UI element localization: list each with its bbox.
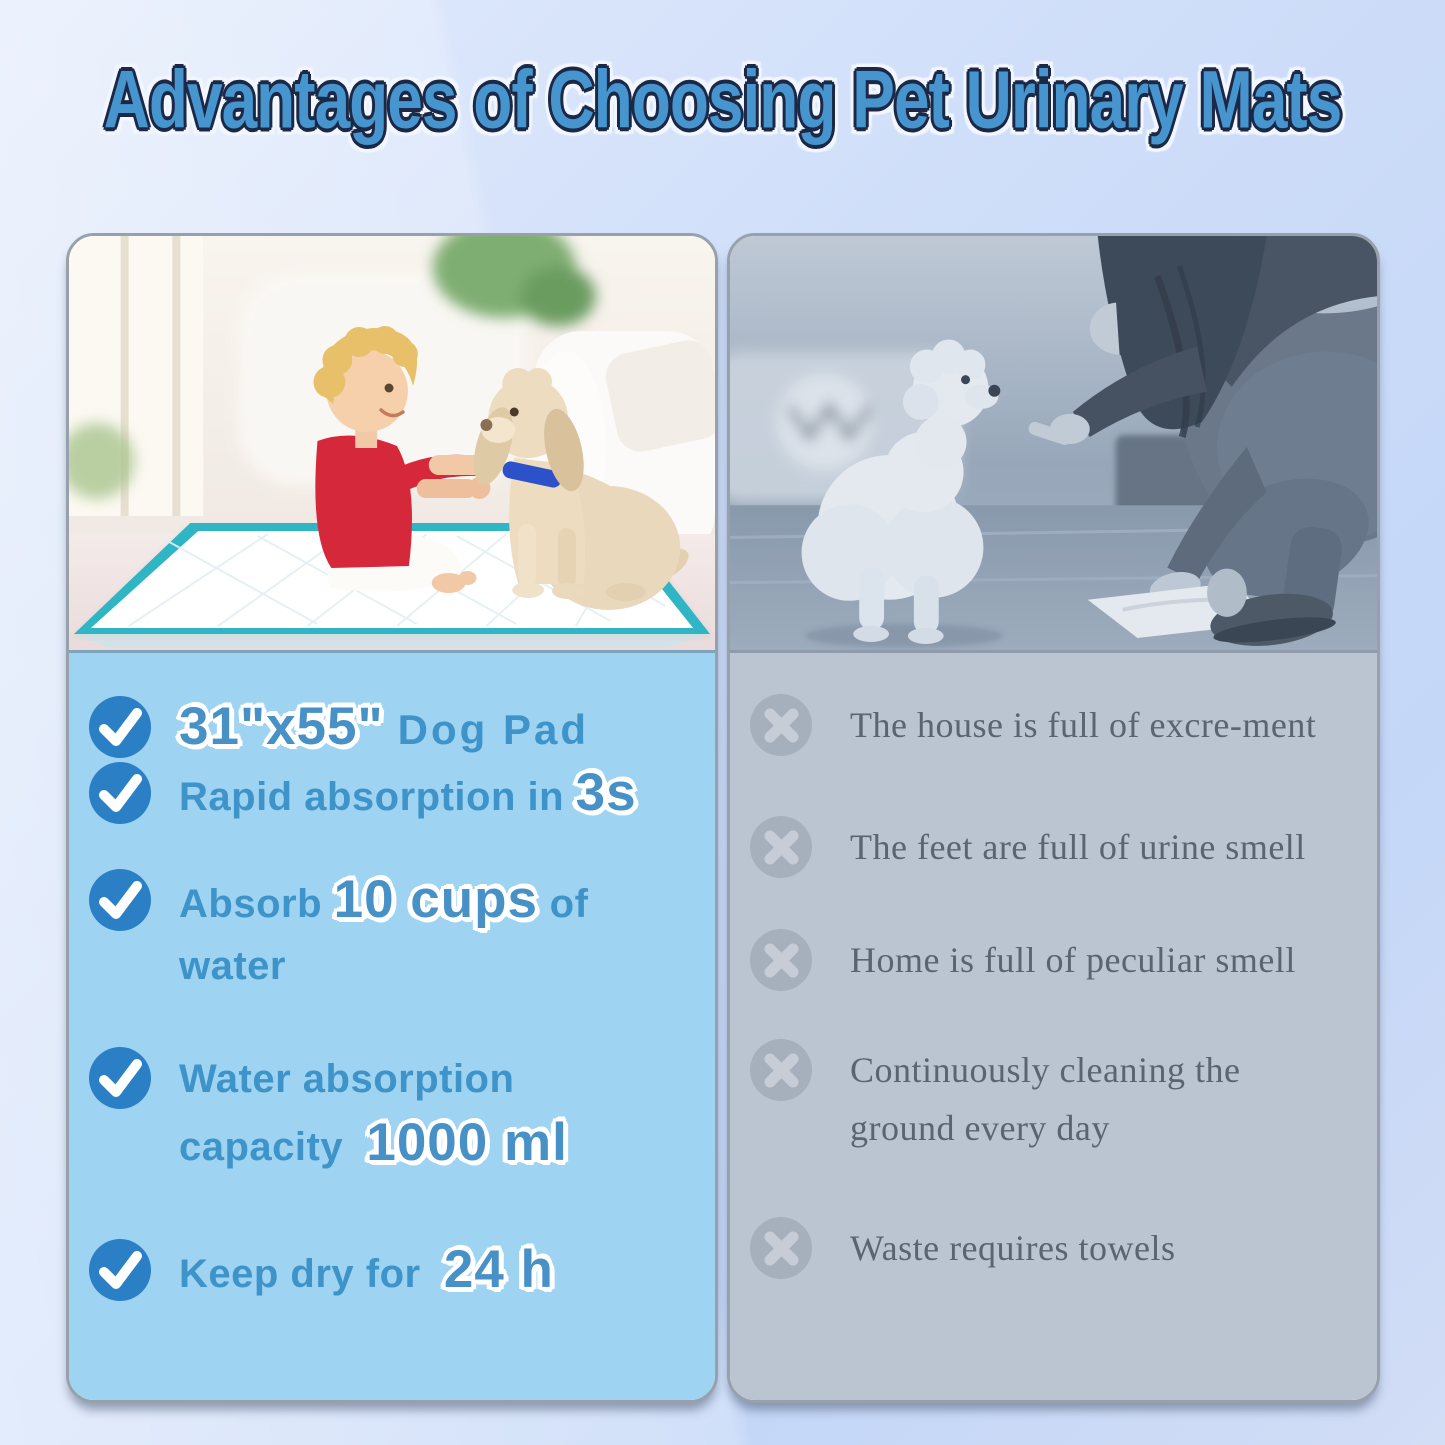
check-icon [89,1047,151,1109]
cons-item-towels: Waste requires towels [730,1217,1377,1279]
page-title: Advantages of Choosing Pet Urinary Mats [103,53,1343,146]
cons-item-text: Continuously cleaning the ground every d… [850,1050,1241,1148]
pros-item-text: Absorb 10 cups of water [179,870,589,988]
title-banner: Advantages of Choosing Pet Urinary Mats [0,52,1445,145]
pros-item-text: 31"x55" Dog Pad [179,696,589,762]
cross-icon [750,694,812,756]
boy-figure [313,326,502,593]
window [69,236,204,516]
cons-item-feet-smell: The feet are full of urine smell [730,816,1377,878]
check-icon [89,869,151,931]
check-icon [89,696,151,758]
cons-item-text: The feet are full of urine smell [850,827,1306,867]
cups-value: 10 cups [333,870,539,929]
check-icon [89,1239,151,1301]
cleaning-scene [730,236,1377,650]
cons-item-text: Waste requires towels [850,1228,1176,1268]
pros-item-absorption-speed: Rapid absorption in 3s [69,762,715,828]
pad-size-value: 31"x55" [179,697,384,756]
poodle-figure [801,339,1004,648]
cons-item-excrement: The house is full of excre-ment [730,694,1377,756]
cons-item-cleaning: Continuously cleaning the ground every d… [730,1039,1377,1157]
cons-panel: The house is full of excre-ment The feet… [730,650,1377,1400]
cons-item-peculiar-smell: Home is full of peculiar smell [730,929,1377,991]
cross-icon [750,1039,812,1101]
cons-card: The house is full of excre-ment The feet… [727,233,1380,1403]
pros-card: 31"x55" Dog Pad Rapid absorption in 3s Ab… [66,233,718,1403]
plant [432,236,596,326]
pros-item-capacity: Water absorption capacity 1000 ml [69,1047,715,1179]
pros-item-dryness: Keep dry for 24 h [69,1239,715,1305]
pros-item-size: 31"x55" Dog Pad [69,696,715,762]
cross-icon [750,929,812,991]
cons-item-text: The house is full of excre-ment [850,705,1317,745]
child-with-puppy-on-pad-photo [69,236,715,650]
cross-icon [750,816,812,878]
absorption-speed-value: 3s [575,763,637,822]
cons-item-text: Home is full of peculiar smell [850,940,1296,980]
pros-item-text: Rapid absorption in 3s [179,763,637,822]
pros-item-text: Water absorption capacity 1000 ml [179,1057,568,1172]
pros-panel: 31"x55" Dog Pad Rapid absorption in 3s Ab… [69,650,715,1400]
dry-hours-value: 24 h [443,1240,554,1299]
pros-item-text: Keep dry for 24 h [179,1240,554,1299]
check-icon [89,762,151,824]
cross-icon [750,1217,812,1279]
child-dog-scene [69,236,715,650]
woman-figure [1028,236,1377,646]
pros-item-cups: Absorb 10 cups of water [69,869,715,997]
woman-cleaning-floor-photo [730,236,1377,650]
capacity-value: 1000 ml [366,1113,568,1172]
puppy-figure [473,368,689,610]
pad-size-label: Dog Pad [397,706,589,753]
